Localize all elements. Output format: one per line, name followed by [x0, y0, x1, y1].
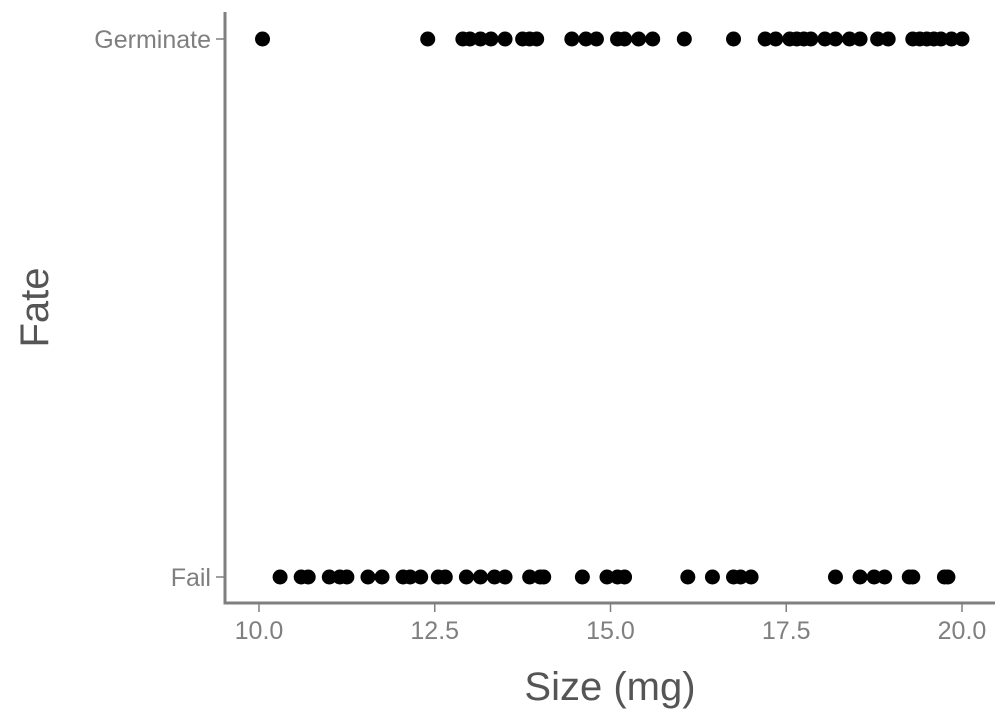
data-point-fail: [852, 569, 868, 585]
x-axis-title: Size (mg): [524, 665, 695, 709]
data-point-fail: [374, 569, 390, 585]
data-point-fail: [617, 569, 633, 585]
y-axis-ticks: Fail Germinate: [94, 26, 224, 592]
data-point-fail: [339, 569, 355, 585]
data-point-fail: [272, 569, 288, 585]
data-point-fail: [402, 569, 418, 585]
data-point-germinate: [578, 31, 594, 47]
data-point-germinate: [483, 31, 499, 47]
data-point-germinate: [588, 31, 604, 47]
data-point-germinate: [842, 31, 858, 47]
data-point-fail: [866, 569, 882, 585]
data-point-germinate: [462, 31, 478, 47]
x-tick-label: 10.0: [235, 617, 284, 645]
data-point-fail: [599, 569, 615, 585]
data-point-germinate: [817, 31, 833, 47]
data-point-germinate: [617, 31, 633, 47]
data-point-germinate: [827, 31, 843, 47]
data-point-fail: [680, 569, 696, 585]
data-point-fail: [522, 569, 538, 585]
data-point-fail: [413, 569, 429, 585]
data-point-fail: [877, 569, 893, 585]
data-point-fail: [300, 569, 316, 585]
data-point-germinate: [420, 31, 436, 47]
x-tick-label: 17.5: [762, 617, 811, 645]
data-point-fail: [743, 569, 759, 585]
data-point-fail: [905, 569, 921, 585]
data-point-germinate: [880, 31, 896, 47]
data-point-fail: [574, 569, 590, 585]
data-point-germinate: [943, 31, 959, 47]
data-point-germinate: [529, 31, 545, 47]
data-point-fail: [321, 569, 337, 585]
data-point-fail: [827, 569, 843, 585]
data-point-germinate: [726, 31, 742, 47]
data-point-germinate: [472, 31, 488, 47]
data-point-fail: [458, 569, 474, 585]
data-point-fail: [437, 569, 453, 585]
y-axis-title: Fate: [13, 267, 57, 347]
data-point-germinate: [757, 31, 773, 47]
data-point-fail: [733, 569, 749, 585]
y-tick-label: Fail: [171, 564, 211, 592]
data-point-germinate: [255, 31, 271, 47]
data-point-germinate: [870, 31, 886, 47]
data-point-fail: [940, 569, 956, 585]
data-point-fail: [472, 569, 488, 585]
data-point-fail: [487, 569, 503, 585]
data-point-germinate: [631, 31, 647, 47]
data-point-fail: [704, 569, 720, 585]
y-tick-label: Germinate: [94, 26, 211, 54]
data-point-germinate: [852, 31, 868, 47]
points-layer: [255, 31, 970, 585]
data-point-germinate: [954, 31, 970, 47]
x-tick-label: 15.0: [586, 617, 635, 645]
data-point-germinate: [676, 31, 692, 47]
x-tick-label: 20.0: [938, 617, 987, 645]
data-point-germinate: [564, 31, 580, 47]
x-tick-label: 12.5: [410, 617, 459, 645]
data-point-fail: [360, 569, 376, 585]
data-point-germinate: [645, 31, 661, 47]
data-point-germinate: [497, 31, 513, 47]
data-point-fail: [497, 569, 513, 585]
x-axis-ticks: 10.0 12.5 15.0 17.5 20.0: [235, 604, 987, 645]
data-point-germinate: [933, 31, 949, 47]
data-point-germinate: [803, 31, 819, 47]
data-point-fail: [536, 569, 552, 585]
data-point-germinate: [768, 31, 784, 47]
